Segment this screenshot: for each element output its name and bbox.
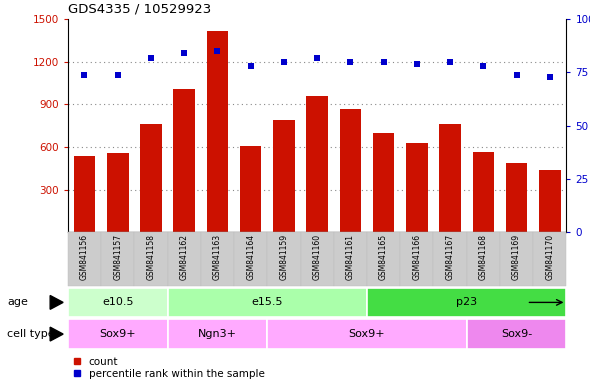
Bar [334, 232, 367, 286]
Bar [273, 120, 294, 232]
Point [445, 59, 455, 65]
Bar [168, 319, 267, 349]
Legend: count, percentile rank within the sample: count, percentile rank within the sample [73, 357, 264, 379]
Bar [373, 133, 394, 232]
Point [212, 48, 222, 54]
Point [412, 61, 421, 67]
Text: e10.5: e10.5 [102, 297, 133, 308]
Bar [68, 232, 101, 286]
Bar [140, 124, 162, 232]
Point [512, 71, 521, 78]
Text: Sox9-: Sox9- [501, 329, 532, 339]
Bar [206, 31, 228, 232]
Text: GSM841161: GSM841161 [346, 234, 355, 280]
Bar [300, 232, 334, 286]
Bar [340, 109, 361, 232]
Text: Sox9+: Sox9+ [349, 329, 385, 339]
Bar [201, 232, 234, 286]
Text: age: age [7, 297, 28, 308]
Bar [306, 96, 328, 232]
Point [113, 71, 122, 78]
Bar [168, 232, 201, 286]
Text: GDS4335 / 10529923: GDS4335 / 10529923 [68, 3, 211, 16]
Point [379, 59, 388, 65]
Bar [467, 232, 500, 286]
Bar [506, 163, 527, 232]
Bar [533, 232, 566, 286]
Bar [68, 319, 168, 349]
Point [478, 63, 488, 69]
Text: GSM841165: GSM841165 [379, 234, 388, 280]
Text: GSM841158: GSM841158 [146, 234, 155, 280]
Bar [539, 170, 560, 232]
Text: GSM841167: GSM841167 [445, 234, 454, 280]
Text: Sox9+: Sox9+ [99, 329, 136, 339]
Bar [467, 319, 566, 349]
Text: p23: p23 [456, 297, 477, 308]
Bar [173, 89, 195, 232]
Bar [135, 232, 168, 286]
Bar [434, 232, 467, 286]
Bar [400, 232, 434, 286]
Text: GSM841168: GSM841168 [479, 234, 488, 280]
Text: GSM841166: GSM841166 [412, 234, 421, 280]
Point [80, 71, 89, 78]
Text: GSM841160: GSM841160 [313, 234, 322, 280]
Bar [240, 146, 261, 232]
Text: GSM841164: GSM841164 [246, 234, 255, 280]
Text: GSM841162: GSM841162 [180, 234, 189, 280]
Text: GSM841159: GSM841159 [280, 234, 289, 280]
Bar [74, 156, 95, 232]
Point [246, 63, 255, 69]
Bar [267, 319, 467, 349]
Text: GSM841157: GSM841157 [113, 234, 122, 280]
Point [346, 59, 355, 65]
Text: GSM841156: GSM841156 [80, 234, 89, 280]
Bar [101, 232, 135, 286]
Point [146, 55, 156, 61]
Bar [440, 124, 461, 232]
Point [312, 55, 322, 61]
Bar [367, 288, 566, 317]
Text: GSM841163: GSM841163 [213, 234, 222, 280]
Bar [367, 232, 400, 286]
Bar [500, 232, 533, 286]
Point [545, 74, 555, 80]
Text: GSM841169: GSM841169 [512, 234, 521, 280]
Bar [234, 232, 267, 286]
Text: GSM841170: GSM841170 [545, 234, 554, 280]
Bar [473, 152, 494, 232]
Bar [68, 288, 168, 317]
Text: e15.5: e15.5 [251, 297, 283, 308]
Bar [267, 232, 300, 286]
Bar [406, 143, 428, 232]
Text: Ngn3+: Ngn3+ [198, 329, 237, 339]
Bar [168, 288, 367, 317]
Point [179, 50, 189, 56]
Text: cell type: cell type [7, 329, 55, 339]
Point [279, 59, 289, 65]
Bar [107, 153, 129, 232]
